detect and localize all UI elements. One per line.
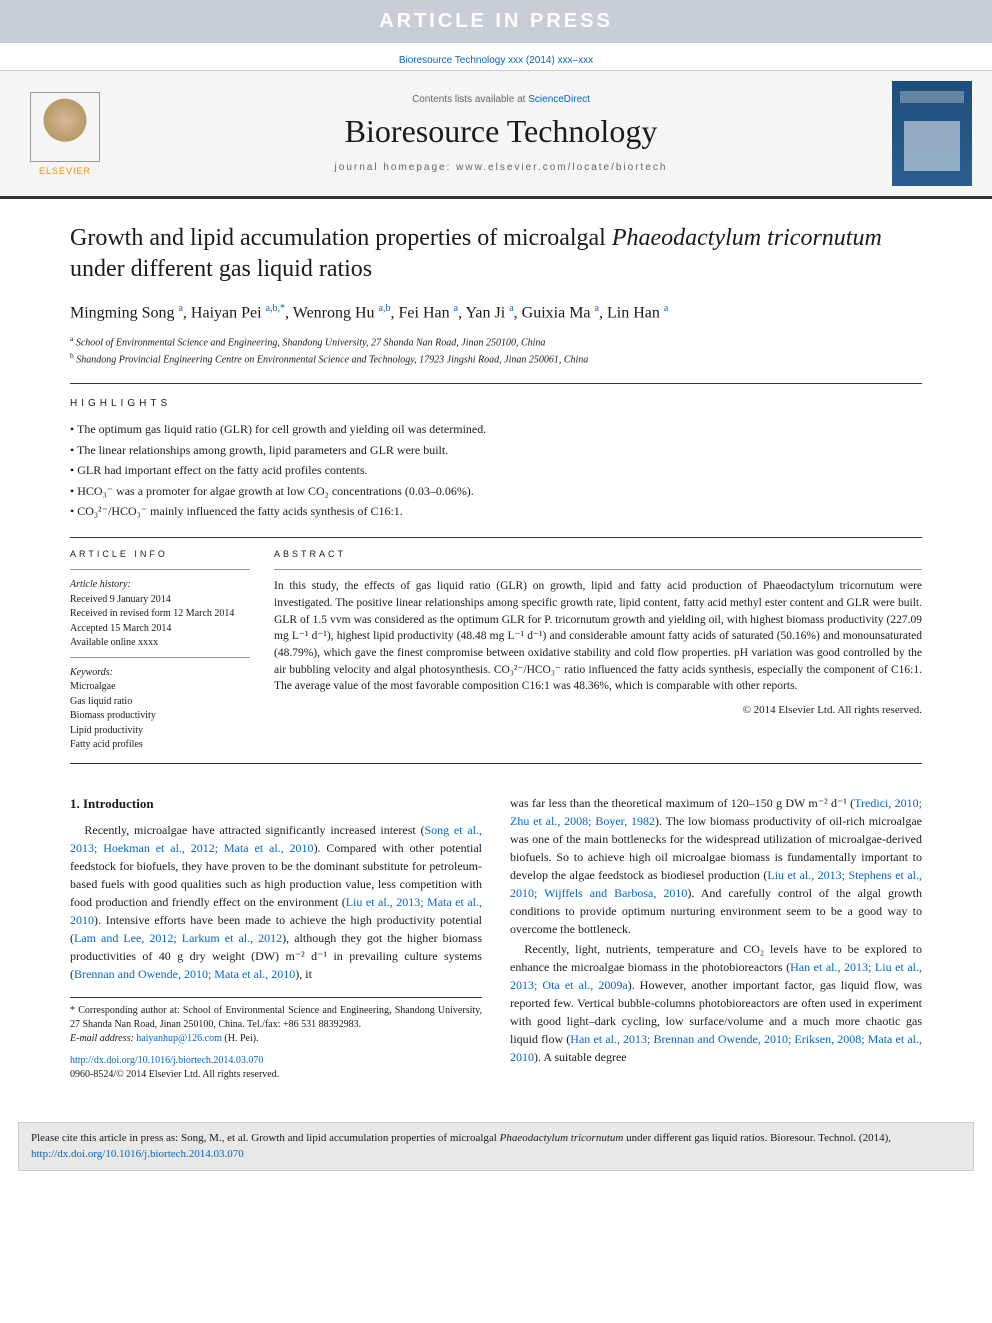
intro-para-2: Recently, light, nutrients, temperature … (510, 940, 922, 1066)
elsevier-logo: ELSEVIER (20, 84, 110, 184)
elsevier-label: ELSEVIER (39, 166, 91, 176)
highlight-item: GLR had important effect on the fatty ac… (70, 460, 922, 480)
history-line: Accepted 15 March 2014 (70, 622, 250, 637)
title-text-2: under different gas liquid ratios (70, 256, 372, 282)
cite-prefix: Please cite this article in press as: So… (31, 1132, 500, 1144)
info-abstract-row: ARTICLE INFO Article history: Received 9… (70, 537, 922, 764)
highlight-item: The optimum gas liquid ratio (GLR) for c… (70, 419, 922, 439)
intro-para-1-cont: was far less than the theoretical maximu… (510, 794, 922, 938)
title-text-1: Growth and lipid accumulation properties… (70, 225, 612, 251)
cite-mid: under different gas liquid ratios. Biore… (623, 1132, 891, 1144)
affiliations: a School of Environmental Science and En… (70, 333, 922, 368)
article-content: Growth and lipid accumulation properties… (0, 199, 992, 1092)
page: ARTICLE IN PRESS Bioresource Technology … (0, 0, 992, 1171)
keywords-block: Keywords: MicroalgaeGas liquid ratioBiom… (70, 657, 250, 753)
ref-link[interactable]: Lam and Lee, 2012; Larkum et al., 2012 (74, 931, 282, 945)
article-history: Article history: Received 9 January 2014… (70, 569, 250, 651)
keyword: Fatty acid profiles (70, 738, 250, 753)
email-link[interactable]: haiyanhup@126.com (136, 1033, 222, 1044)
article-info-label: ARTICLE INFO (70, 548, 250, 561)
issn-copyright: 0960-8524/© 2014 Elsevier Ltd. All right… (70, 1069, 279, 1080)
highlight-item: The linear relationships among growth, l… (70, 440, 922, 460)
journal-cover-thumbnail (892, 81, 972, 186)
elsevier-tree-icon (30, 92, 100, 162)
email-line: E-mail address: haiyanhup@126.com (H. Pe… (70, 1032, 482, 1046)
keyword: Lipid productivity (70, 724, 250, 739)
doi-link[interactable]: http://dx.doi.org/10.1016/j.biortech.201… (70, 1055, 263, 1066)
doi-block: http://dx.doi.org/10.1016/j.biortech.201… (70, 1054, 482, 1082)
abstract-label: ABSTRACT (274, 548, 922, 561)
top-citation: Bioresource Technology xxx (2014) xxx–xx… (0, 43, 992, 70)
footnotes: * Corresponding author at: School of Env… (70, 997, 482, 1082)
email-who: (H. Pei). (222, 1033, 259, 1044)
abstract-text: In this study, the effects of gas liquid… (274, 569, 922, 695)
journal-name: Bioresource Technology (130, 113, 872, 150)
intro-para-1: Recently, microalgae have attracted sign… (70, 821, 482, 983)
masthead-center: Contents lists available at ScienceDirec… (130, 94, 872, 173)
contents-available: Contents lists available at ScienceDirec… (130, 94, 872, 105)
highlight-item: CO₃²⁻/HCO₃⁻ mainly influenced the fatty … (70, 501, 922, 521)
affiliation-b: b Shandong Provincial Engineering Centre… (70, 350, 922, 367)
abstract-copyright: © 2014 Elsevier Ltd. All rights reserved… (274, 703, 922, 719)
history-line: Available online xxxx (70, 636, 250, 651)
highlight-item: HCO₃⁻ was a promoter for algae growth at… (70, 481, 922, 501)
corresponding-author: * Corresponding author at: School of Env… (70, 1004, 482, 1032)
affiliation-a-text: School of Environmental Science and Engi… (76, 337, 546, 348)
journal-homepage: journal homepage: www.elsevier.com/locat… (130, 162, 872, 173)
cite-species: Phaeodactylum tricornutum (500, 1132, 624, 1144)
ref-link[interactable]: Brennan and Owende, 2010; Mata et al., 2… (74, 967, 295, 981)
sciencedirect-link[interactable]: ScienceDirect (528, 94, 590, 105)
highlights-label: HIGHLIGHTS (70, 398, 922, 409)
email-label: E-mail address: (70, 1033, 136, 1044)
affiliation-a: a School of Environmental Science and En… (70, 333, 922, 350)
keyword: Gas liquid ratio (70, 695, 250, 710)
history-line: Received 9 January 2014 (70, 593, 250, 608)
article-title: Growth and lipid accumulation properties… (70, 223, 922, 285)
cite-in-press-box: Please cite this article in press as: So… (18, 1122, 974, 1171)
body-text: 1. Introduction Recently, microalgae hav… (70, 794, 922, 1083)
history-line: Received in revised form 12 March 2014 (70, 607, 250, 622)
article-info-column: ARTICLE INFO Article history: Received 9… (70, 548, 250, 753)
keyword: Biomass productivity (70, 709, 250, 724)
intro-heading: 1. Introduction (70, 794, 482, 814)
keywords-label: Keywords: (70, 666, 250, 681)
title-species: Phaeodactylum tricornutum (612, 225, 882, 251)
contents-prefix: Contents lists available at (412, 94, 528, 105)
history-label: Article history: (70, 578, 250, 593)
masthead: ELSEVIER Contents lists available at Sci… (0, 70, 992, 199)
article-in-press-banner: ARTICLE IN PRESS (0, 0, 992, 43)
affiliation-b-text: Shandong Provincial Engineering Centre o… (76, 354, 588, 365)
divider (70, 383, 922, 384)
keyword: Microalgae (70, 680, 250, 695)
highlights-list: The optimum gas liquid ratio (GLR) for c… (70, 419, 922, 521)
abstract-column: ABSTRACT In this study, the effects of g… (274, 548, 922, 753)
authors: Mingming Song a, Haiyan Pei a,b,*, Wenro… (70, 303, 922, 322)
cite-doi-link[interactable]: http://dx.doi.org/10.1016/j.biortech.201… (31, 1148, 244, 1160)
